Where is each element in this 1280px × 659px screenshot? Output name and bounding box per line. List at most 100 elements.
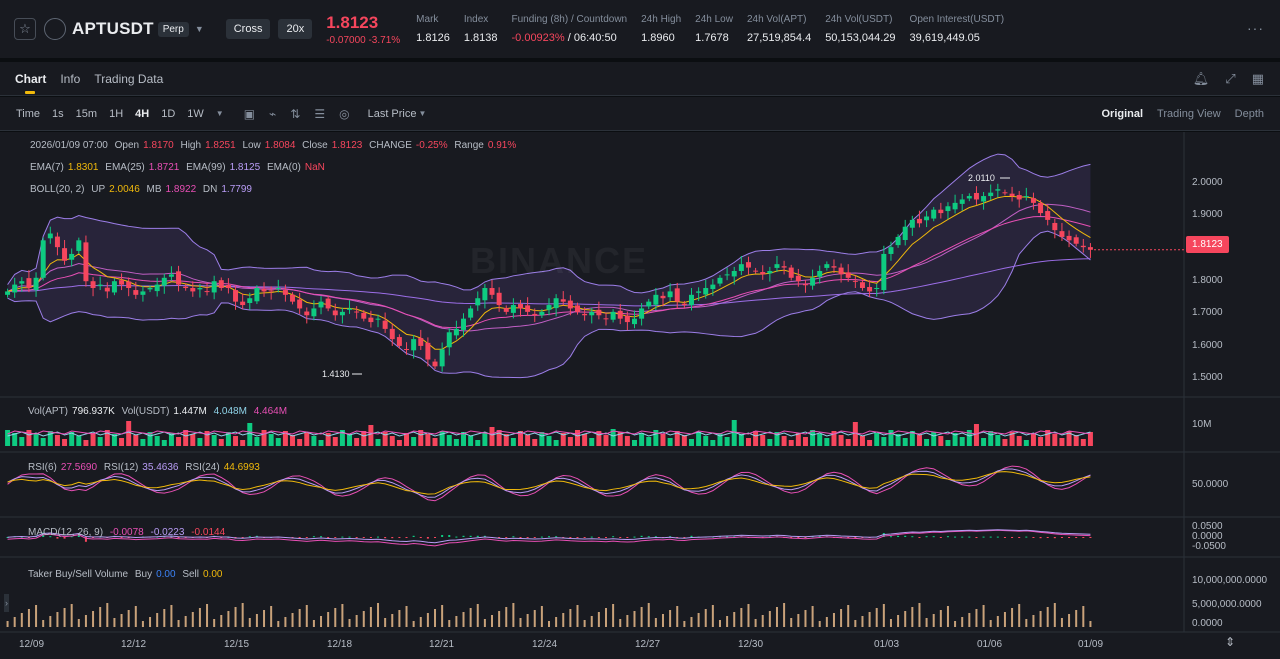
candle-body: [161, 277, 167, 286]
legend-ema99: 1.8125: [229, 162, 261, 173]
view-depth[interactable]: Depth: [1234, 108, 1264, 120]
volume-bar: [653, 430, 659, 446]
macd-histogram-bar: [20, 536, 23, 538]
taker-volume-bar: [654, 618, 657, 627]
legend-ema0: NaN: [304, 162, 325, 173]
chevron-down-icon[interactable]: ▼: [418, 109, 427, 118]
taker-volume-bar: [697, 613, 700, 627]
candle-body: [753, 270, 759, 272]
macd-histogram-bar: [590, 536, 593, 538]
favorite-star-icon[interactable]: ☆: [14, 18, 36, 40]
candle-body: [332, 310, 338, 316]
macd-histogram-bar: [889, 536, 892, 538]
view-trading-view[interactable]: Trading View: [1157, 108, 1221, 120]
candle-body: [453, 328, 459, 336]
taker-volume-bar: [775, 607, 778, 627]
taker-volume-bar: [320, 616, 323, 627]
volume-bar: [817, 434, 823, 446]
bell-icon[interactable]: 🔔︎: [1192, 71, 1210, 86]
stat-mark: Mark 1.8126: [416, 14, 450, 44]
volume-bar: [382, 432, 388, 446]
tab-trading-data[interactable]: Trading Data: [94, 71, 164, 86]
volume-bar: [510, 438, 516, 446]
volume-bar: [190, 434, 196, 446]
interval-1d[interactable]: 1D: [161, 107, 176, 120]
legend-boll-dn: 1.7799: [221, 184, 252, 195]
macd-histogram-bar: [1046, 537, 1049, 538]
price-chart[interactable]: BINANCE 2026/01/09 07:00 Open 1.8170 High…: [0, 132, 1280, 659]
date-tick: 12/18: [327, 639, 353, 650]
time-label[interactable]: Time: [16, 107, 41, 120]
candle-body: [168, 274, 174, 277]
interval-1h[interactable]: 1H: [109, 107, 124, 120]
candle-body: [952, 202, 958, 210]
interval-4h[interactable]: 4H: [135, 107, 150, 120]
candle-body: [710, 284, 716, 290]
grid-icon[interactable]: ▦: [1251, 71, 1264, 86]
chart-canvas[interactable]: [0, 132, 1280, 659]
candle-body: [845, 272, 851, 278]
chevron-down-icon[interactable]: ▼: [215, 109, 224, 118]
price-type-select[interactable]: Last Price: [367, 107, 417, 120]
volume-tick: 10M: [1192, 419, 1212, 430]
tab-chart[interactable]: Chart: [15, 71, 47, 94]
interval-1w[interactable]: 1W: [187, 107, 204, 120]
candle-body: [582, 313, 588, 316]
tab-info[interactable]: Info: [60, 71, 81, 86]
expand-icon[interactable]: ⤢: [1225, 71, 1236, 86]
macd-histogram-bar: [505, 537, 508, 538]
legend-taker-title: Taker Buy/Sell Volume: [28, 569, 129, 580]
compare-icon[interactable]: ⇅: [290, 106, 301, 121]
reset-axis-icon[interactable]: ⇕: [1225, 635, 1236, 649]
indicator-icon[interactable]: ⌁: [269, 106, 277, 121]
macd-histogram-bar: [56, 537, 59, 539]
interval-15m[interactable]: 15m: [75, 107, 98, 120]
volume-bar: [795, 433, 801, 446]
volume-bar: [909, 431, 915, 446]
calendar-icon[interactable]: ▣: [243, 106, 256, 121]
volume-bar: [1080, 439, 1086, 446]
taker-volume-bar: [291, 613, 294, 627]
more-options-icon[interactable]: ···: [1247, 20, 1264, 36]
macd-histogram-bar: [476, 535, 479, 537]
volume-bar: [731, 420, 737, 446]
view-original[interactable]: Original: [1101, 108, 1144, 120]
symbol-title[interactable]: APTUSDT: [72, 19, 154, 38]
stat-index: Index 1.8138: [464, 14, 498, 44]
interval-1s[interactable]: 1s: [52, 107, 64, 120]
target-icon[interactable]: ◎: [339, 106, 350, 121]
volume-bar: [788, 440, 794, 446]
candle-body: [617, 310, 623, 319]
candle-body: [810, 277, 816, 286]
candle-body: [859, 282, 865, 289]
collapse-arrow-icon[interactable]: ›: [4, 594, 9, 612]
taker-volume-bar: [248, 618, 251, 627]
leverage-button[interactable]: 20x: [278, 19, 313, 39]
taker-volume-bar: [754, 619, 757, 627]
volume-bar: [5, 430, 11, 446]
candle-body: [589, 311, 595, 316]
macd-histogram-bar: [49, 536, 52, 538]
macd-histogram-bar: [327, 537, 330, 538]
macd-histogram-bar: [1068, 537, 1071, 538]
taker-volume-bar: [619, 619, 622, 627]
volume-bar: [1023, 440, 1029, 446]
chevron-down-icon[interactable]: ▼: [194, 24, 204, 34]
candle-body: [411, 339, 417, 351]
candle-body: [546, 305, 552, 310]
taker-tick: 10,000,000.0000: [1192, 575, 1268, 586]
volume-bar: [802, 437, 808, 446]
taker-volume-bar: [818, 621, 821, 627]
taker-volume-bar: [1089, 621, 1092, 627]
legend-rsi12: 35.4636: [142, 462, 179, 473]
taker-volume-bar: [255, 614, 258, 627]
candle-body: [781, 266, 787, 268]
margin-mode-button[interactable]: Cross: [225, 19, 271, 39]
candle-body: [12, 284, 18, 293]
candle-body: [446, 332, 452, 348]
settings-list-icon[interactable]: ☰: [314, 106, 326, 121]
taker-volume-bar: [569, 609, 572, 627]
taker-volume-bar: [448, 620, 451, 627]
volume-bar: [40, 438, 46, 446]
macd-histogram-bar: [533, 537, 536, 538]
